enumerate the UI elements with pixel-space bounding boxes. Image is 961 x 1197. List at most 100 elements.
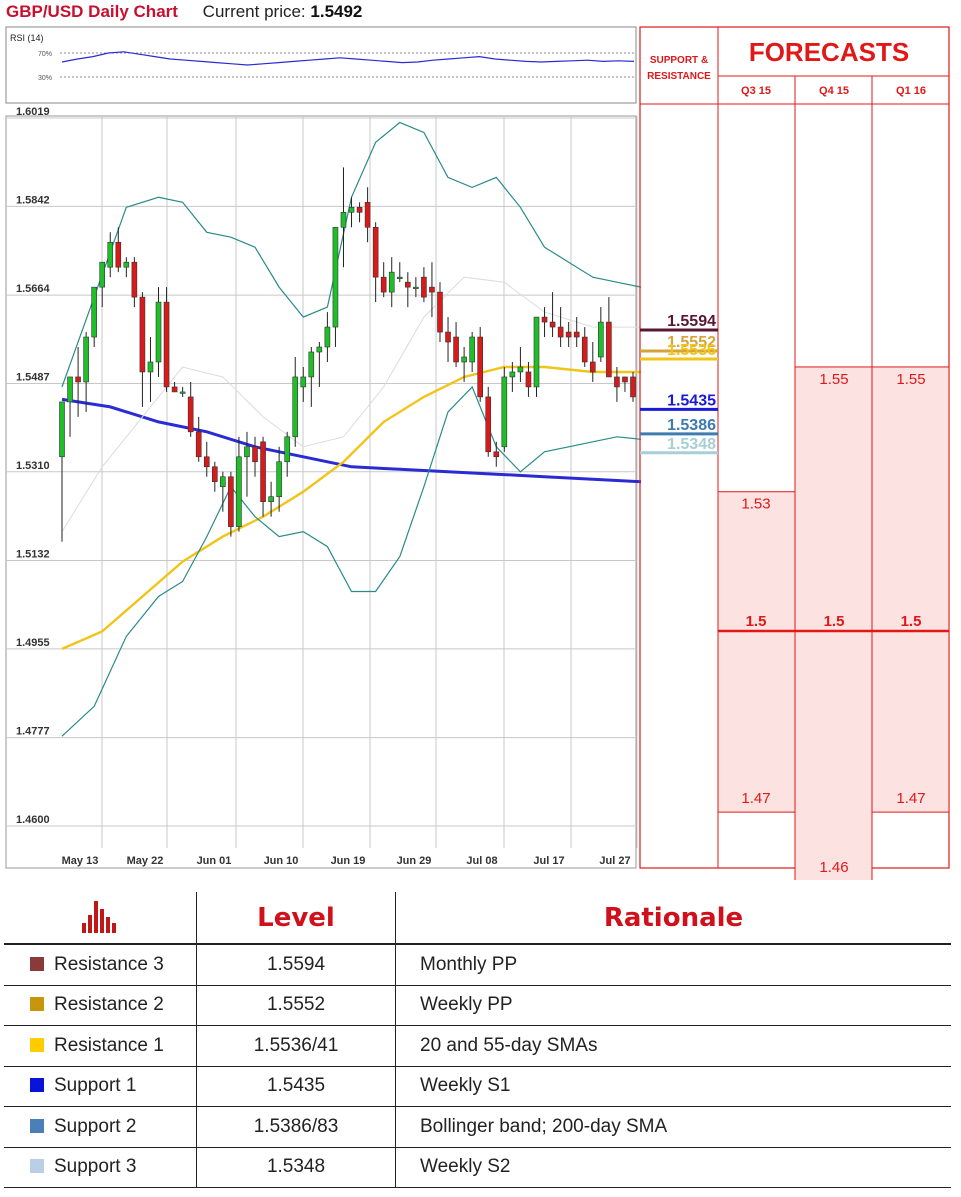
level-swatch (30, 1159, 44, 1174)
table-header-row: Level Rationale (4, 892, 951, 945)
table-row: Resistance 3 1.5594 Monthly PP (4, 944, 951, 986)
table-row: Resistance 1 1.5536/41 20 and 55-day SMA… (4, 1025, 951, 1067)
candle-body (75, 376, 81, 383)
forecast-range (794, 366, 873, 880)
candle-body (268, 496, 274, 502)
candle-body (493, 451, 500, 458)
rsi-line (61, 51, 635, 66)
y-tick-label: 1.6019 (16, 106, 50, 118)
candle-body (244, 446, 250, 458)
candle-body (67, 376, 73, 403)
forecast-low: 1.47 (741, 790, 770, 807)
candle-body (324, 326, 331, 348)
quarter-label: Q4 15 (819, 85, 849, 97)
candle-body (316, 346, 323, 353)
candle-body (91, 286, 97, 338)
sr-label: 1.5348 (667, 436, 716, 453)
level-rationale: Bollinger band; 200-day SMA (395, 1106, 951, 1148)
y-tick-label: 1.5487 (16, 371, 50, 383)
forecasts-header: FORECASTS (749, 37, 909, 67)
level-name: Support 2 (54, 1115, 137, 1137)
levels-table: Level Rationale Resistance 3 1.5594 Mont… (4, 892, 951, 1188)
candle-body (348, 207, 355, 213)
candle-body (308, 351, 315, 378)
candle-body (300, 376, 307, 388)
y-tick-label: 1.4777 (16, 726, 50, 738)
x-tick-label: Jun 19 (331, 855, 366, 867)
level-value: 1.5348 (196, 1147, 396, 1188)
x-tick-label: Jul 08 (466, 855, 497, 867)
y-tick-label: 1.5132 (16, 549, 50, 561)
candle-body (589, 361, 596, 373)
x-tick-label: Jul 17 (533, 855, 564, 867)
candle-body (598, 321, 604, 358)
candle-body (155, 301, 162, 363)
plot-frame (5, 115, 637, 869)
candle-body (107, 241, 114, 268)
candle-body (179, 391, 186, 394)
forecast-low: 1.47 (896, 790, 925, 807)
candle-body (292, 376, 299, 438)
candle-body (485, 396, 492, 453)
level-swatch (30, 1037, 44, 1052)
level-swatch (30, 1118, 44, 1133)
candle-body (573, 331, 580, 338)
candle-body (413, 286, 419, 289)
level-value: 1.5552 (196, 985, 396, 1026)
overlay-line (61, 385, 642, 737)
candle-body (364, 202, 371, 228)
candle-body (187, 396, 194, 433)
level-value: 1.5386/83 (196, 1106, 396, 1148)
sr-label: 1.5552 (667, 334, 716, 351)
candle-body (212, 466, 218, 483)
sr-header: RESISTANCE (647, 71, 711, 82)
x-tick-label: May 22 (127, 855, 164, 867)
candle-body (59, 401, 65, 458)
candle-body (606, 321, 612, 378)
candle-body (195, 431, 202, 458)
sr-label: 1.5594 (667, 313, 716, 330)
candle-body (429, 286, 435, 293)
level-swatch (30, 1078, 44, 1093)
bar-chart-icon (82, 901, 116, 933)
candle-body (445, 331, 451, 343)
level-name: Resistance 3 (54, 953, 164, 975)
candle-body (236, 456, 242, 527)
candle-body (252, 446, 258, 463)
candle-body (147, 361, 154, 373)
level-name: Support 1 (54, 1075, 137, 1097)
forecast-high: 1.53 (741, 496, 770, 513)
candle-body (557, 326, 564, 338)
forecast-low: 1.46 (819, 859, 848, 876)
price-value: 1.5492 (310, 2, 363, 21)
candle-body (139, 296, 146, 373)
level-name: Resistance 1 (54, 1034, 164, 1056)
candle-body (517, 366, 524, 373)
level-swatch (30, 956, 44, 971)
sr-label: 1.5536 (667, 342, 716, 359)
y-tick-label: 1.5310 (16, 460, 50, 472)
candle-body (509, 371, 516, 378)
candle-body (356, 207, 363, 213)
candle-body (388, 271, 395, 293)
rsi-frame (5, 26, 637, 104)
level-name: Resistance 2 (54, 994, 164, 1016)
forecast-mid: 1.5 (824, 613, 845, 630)
level-value: 1.5594 (196, 944, 396, 986)
forecast-range (871, 366, 950, 813)
candle-body (123, 261, 130, 268)
chart-title: GBP/USD Daily Chart (6, 2, 178, 21)
candle-body (203, 456, 210, 468)
candle-body (372, 226, 379, 278)
forecast-mid: 1.5 (746, 613, 767, 630)
candle-body (99, 261, 106, 288)
candle-body (171, 386, 178, 393)
level-header: Level (196, 892, 396, 945)
x-tick-label: Jun 29 (397, 855, 432, 867)
candle-body (284, 436, 290, 463)
chart-header: GBP/USD Daily Chart Current price: 1.549… (6, 2, 362, 24)
level-rationale: 20 and 55-day SMAs (395, 1025, 951, 1067)
candle-body (115, 241, 122, 268)
candle-body (421, 276, 427, 298)
rsi-label: RSI (14) (10, 33, 44, 43)
